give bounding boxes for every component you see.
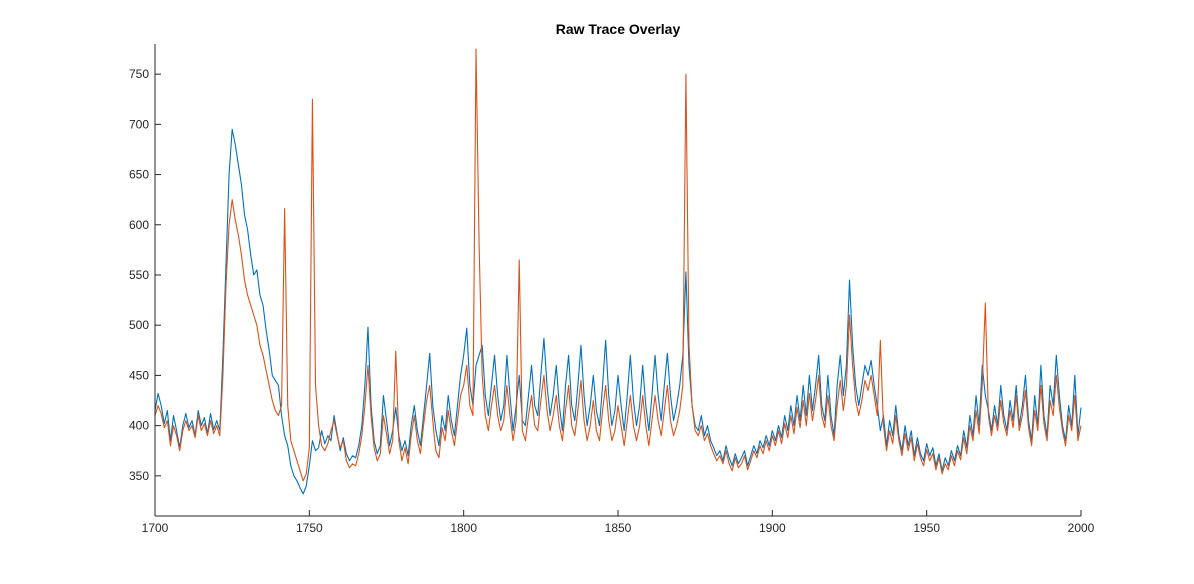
x-tick-label: 1950 xyxy=(913,521,940,535)
series-layer xyxy=(154,48,1082,495)
x-tick-label: 1700 xyxy=(142,521,169,535)
y-tick-label: 500 xyxy=(129,318,149,332)
x-tick-label: 1850 xyxy=(605,521,632,535)
y-tick-label: 750 xyxy=(129,67,149,81)
y-tick-label: 600 xyxy=(129,218,149,232)
y-tick-label: 650 xyxy=(129,168,149,182)
chart-title: Raw Trace Overlay xyxy=(556,21,681,37)
axes-layer: 1700 1750 1800 1850 1900 1950 2000 350 400 450 500… xyxy=(129,44,1095,535)
y-tick-label: 350 xyxy=(129,469,149,483)
x-tick-label: 1800 xyxy=(450,521,477,535)
x-tick-label: 2000 xyxy=(1068,521,1095,535)
series-line-2 xyxy=(154,48,1082,482)
x-tick-label: 1750 xyxy=(296,521,323,535)
y-tick-label: 450 xyxy=(129,368,149,382)
y-tick-label: 550 xyxy=(129,268,149,282)
series-line-1 xyxy=(154,128,1082,495)
y-tick-label: 700 xyxy=(129,117,149,131)
x-tick-label: 1900 xyxy=(759,521,786,535)
y-tick-label: 400 xyxy=(129,419,149,433)
